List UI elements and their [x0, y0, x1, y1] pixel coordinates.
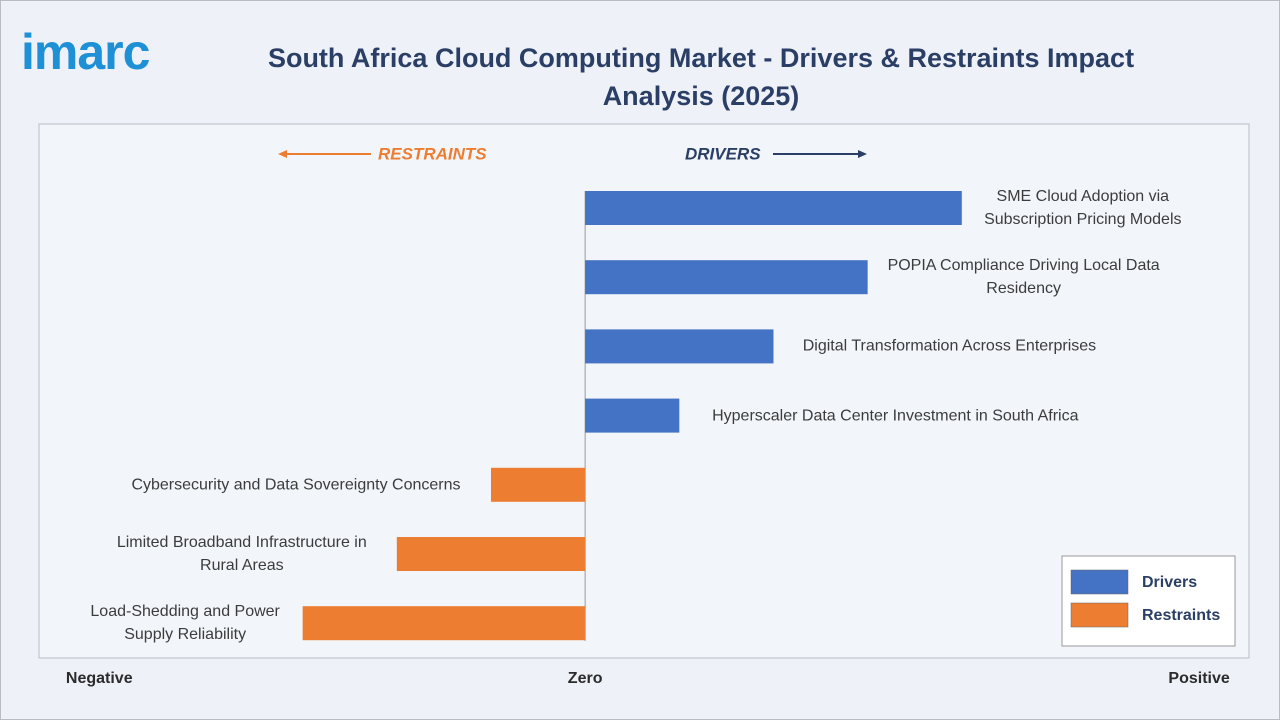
category-label: Load-Shedding and Power Supply Reliabili… [90, 603, 280, 644]
bar [585, 260, 868, 295]
bar [585, 398, 680, 433]
x-tick-label: Negative [66, 670, 133, 687]
annotation: DRIVERS [685, 144, 761, 163]
category-label: POPIA Compliance Driving Local Data Resi… [887, 257, 1160, 298]
arrow-head [278, 150, 287, 158]
legend-label: Restraints [1142, 607, 1220, 624]
x-tick-label: Positive [1168, 670, 1229, 687]
category-label: Limited Broadband Infrastructure in Rura… [116, 534, 367, 574]
annotation: RESTRAINTS [378, 144, 487, 163]
arrow-head [858, 150, 867, 158]
logo: imarc [21, 24, 150, 80]
legend-swatch [1070, 569, 1129, 595]
category-label: SME Cloud Adoption via Subscription Pric… [984, 188, 1182, 228]
bar [585, 329, 774, 364]
category-label: Hyperscaler Data Center Investment in So… [712, 407, 1079, 425]
legend [1061, 555, 1236, 647]
bar [490, 467, 586, 502]
legend-label: Drivers [1142, 574, 1197, 591]
bar [585, 191, 962, 225]
chart-title: South Africa Cloud Computing Market - Dr… [267, 43, 1135, 111]
category-label: Cybersecurity and Data Sovereignty Conce… [131, 476, 461, 494]
bar [302, 606, 586, 641]
x-tick-label: Zero [568, 670, 603, 687]
legend-swatch [1070, 602, 1129, 628]
bar [396, 537, 586, 571]
category-label: Digital Transformation Across Enterprise… [802, 337, 1097, 355]
